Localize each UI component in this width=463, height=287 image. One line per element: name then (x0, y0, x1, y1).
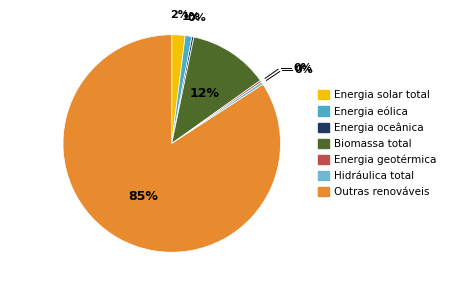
Wedge shape (171, 82, 263, 144)
Wedge shape (171, 35, 185, 144)
Wedge shape (171, 36, 192, 144)
Wedge shape (171, 37, 260, 144)
Wedge shape (171, 80, 261, 144)
Wedge shape (63, 35, 280, 252)
Text: 1%: 1% (182, 12, 200, 22)
Text: 12%: 12% (189, 87, 219, 100)
Text: 0%: 0% (294, 65, 313, 75)
Text: 85%: 85% (128, 189, 158, 203)
Legend: Energia solar total, Energia eólica, Energia oceânica, Biomassa total, Energia g: Energia solar total, Energia eólica, Ene… (315, 87, 438, 200)
Wedge shape (171, 37, 194, 144)
Text: 0%: 0% (187, 13, 206, 23)
Text: 2%: 2% (170, 10, 189, 20)
Text: 0%: 0% (293, 63, 312, 73)
